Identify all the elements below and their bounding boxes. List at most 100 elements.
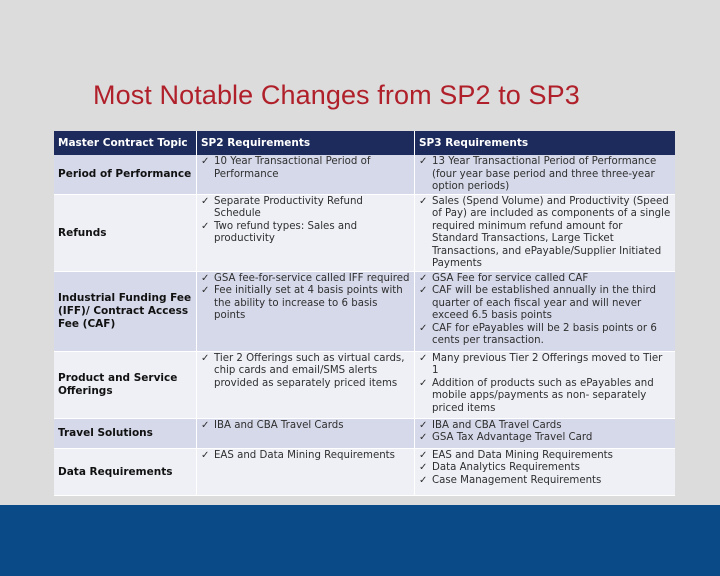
requirement-item: ✓ Data Analytics Requirements: [419, 462, 671, 475]
checkmark-icon: ✓: [419, 272, 428, 284]
sp2-requirements-cell: ✓ GSA fee-for-service called IFF required…: [197, 271, 415, 352]
sp3-requirements-cell: ✓ IBA and CBA Travel Cards ✓ GSA Tax Advant…: [415, 418, 675, 449]
checkmark-icon: ✓: [419, 432, 428, 443]
checkmark-icon: ✓: [419, 352, 428, 364]
checkmark-icon: ✓: [201, 220, 210, 232]
checkmark-icon: ✓: [419, 449, 428, 461]
requirement-text: Addition of products such as ePayables a…: [432, 377, 654, 414]
sp2-requirements-list: ✓ EAS and Data Mining Requirements: [201, 450, 410, 463]
header-master-contract-topic: Master Contract Topic: [54, 131, 197, 155]
requirement-text: Sales (Spend Volume) and Productivity (S…: [432, 195, 671, 270]
requirement-item: ✓ IBA and CBA Travel Cards: [201, 420, 410, 433]
sp3-requirements-list: ✓ IBA and CBA Travel Cards ✓ GSA Tax Advant…: [419, 420, 671, 445]
requirement-item: ✓ Sales (Spend Volume) and Productivity (…: [419, 196, 671, 271]
requirement-item: ✓ Many previous Tier 2 Offerings moved to…: [419, 353, 671, 378]
sp2-requirements-cell: ✓ Tier 2 Offerings such as virtual cards,…: [197, 351, 415, 419]
checkmark-icon: ✓: [419, 419, 428, 431]
requirement-item: ✓ Fee initially set at 4 basis points wit…: [201, 285, 410, 323]
requirement-text: Case Management Requirements: [432, 474, 602, 486]
sp2-requirements-list: ✓ 10 Year Transactional Period of Perform…: [201, 156, 410, 181]
requirement-text: Separate Productivity Refund Schedule: [214, 195, 363, 220]
checkmark-icon: ✓: [201, 195, 210, 207]
sp2-requirements-list: ✓ GSA fee-for-service called IFF required…: [201, 273, 410, 323]
requirement-text: Many previous Tier 2 Offerings moved to …: [432, 352, 663, 377]
requirement-text: CAF for ePayables will be 2 basis points…: [432, 322, 657, 347]
sp3-requirements-list: ✓ GSA Fee for service called CAF ✓ CAF will…: [419, 273, 671, 348]
checkmark-icon: ✓: [201, 449, 210, 461]
sp2-requirements-cell: ✓ IBA and CBA Travel Cards: [197, 418, 415, 449]
requirement-text: Two refund types: Sales and productivity: [214, 220, 358, 245]
slide-title: Most Notable Changes from SP2 to SP3: [93, 80, 580, 110]
requirement-text: Data Analytics Requirements: [432, 462, 580, 473]
requirement-item: ✓ 13 Year Transactional Period of Perform…: [419, 156, 671, 194]
sp2-requirements-list: ✓ Separate Productivity Refund Schedule ✓ T…: [201, 196, 410, 246]
requirement-text: GSA Tax Advantage Travel Card: [432, 432, 593, 443]
requirement-item: ✓ Tier 2 Offerings such as virtual cards,…: [201, 353, 410, 391]
comparison-table: Master Contract Topic SP2 Requirements S…: [54, 131, 675, 496]
checkmark-icon: ✓: [419, 462, 428, 473]
checkmark-icon: ✓: [201, 419, 210, 431]
requirement-item: ✓ Separate Productivity Refund Schedule: [201, 196, 410, 221]
requirement-item: ✓ Two refund types: Sales and productivit…: [201, 221, 410, 246]
table-row: Data Requirements ✓ EAS and Data Mining Re…: [54, 448, 675, 496]
header-sp3-requirements: SP3 Requirements: [415, 131, 675, 155]
header-sp2-requirements: SP2 Requirements: [197, 131, 415, 155]
row-topic: Travel Solutions: [54, 418, 197, 449]
checkmark-icon: ✓: [419, 474, 428, 486]
checkmark-icon: ✓: [201, 285, 210, 296]
row-topic: Refunds: [54, 194, 197, 272]
row-topic: Product and Service Offerings: [54, 351, 197, 419]
table-row: Travel Solutions ✓ IBA and CBA Travel Card…: [54, 418, 675, 449]
sp3-requirements-list: ✓ Many previous Tier 2 Offerings moved to…: [419, 353, 671, 416]
requirement-text: GSA Fee for service called CAF: [432, 272, 589, 284]
requirement-item: ✓ Case Management Requirements: [419, 475, 671, 488]
requirement-item: ✓ EAS and Data Mining Requirements: [419, 450, 671, 463]
requirement-item: ✓ Addition of products such as ePayables …: [419, 378, 671, 416]
sp2-requirements-list: ✓ Tier 2 Offerings such as virtual cards,…: [201, 353, 410, 391]
checkmark-icon: ✓: [419, 156, 428, 167]
sp3-requirements-list: ✓ EAS and Data Mining Requirements ✓ Data A…: [419, 450, 671, 488]
requirement-item: ✓ EAS and Data Mining Requirements: [201, 450, 410, 463]
sp2-requirements-cell: ✓ 10 Year Transactional Period of Perform…: [197, 155, 415, 195]
requirement-text: CAF will be established annually in the …: [432, 285, 656, 321]
footer-band: [0, 505, 720, 576]
requirement-item: ✓ CAF for ePayables will be 2 basis point…: [419, 323, 671, 348]
checkmark-icon: ✓: [419, 322, 428, 334]
checkmark-icon: ✓: [419, 195, 428, 207]
checkmark-icon: ✓: [201, 352, 210, 364]
checkmark-icon: ✓: [419, 377, 428, 389]
requirement-item: ✓ GSA Tax Advantage Travel Card: [419, 432, 671, 445]
requirement-item: ✓ GSA fee-for-service called IFF required: [201, 273, 410, 286]
sp3-requirements-list: ✓ 13 Year Transactional Period of Perform…: [419, 156, 671, 194]
row-topic: Industrial Funding Fee (IFF)/ Contract A…: [54, 271, 197, 352]
requirement-item: ✓ GSA Fee for service called CAF: [419, 273, 671, 286]
table-header-row: Master Contract Topic SP2 Requirements S…: [54, 131, 675, 155]
requirement-text: Tier 2 Offerings such as virtual cards, …: [214, 352, 405, 389]
checkmark-icon: ✓: [201, 156, 210, 167]
table-row: Period of Performance ✓ 10 Year Transactio…: [54, 155, 675, 195]
requirement-text: 13 Year Transactional Period of Performa…: [432, 156, 657, 192]
requirement-item: ✓ IBA and CBA Travel Cards: [419, 420, 671, 433]
sp3-requirements-cell: ✓ EAS and Data Mining Requirements ✓ Data A…: [415, 448, 675, 496]
sp3-requirements-cell: ✓ Many previous Tier 2 Offerings moved to…: [415, 351, 675, 419]
checkmark-icon: ✓: [201, 272, 210, 284]
requirement-text: Fee initially set at 4 basis points with…: [214, 285, 403, 321]
table-row: Product and Service Offerings ✓ Tier 2 Off…: [54, 351, 675, 419]
sp3-requirements-cell: ✓ 13 Year Transactional Period of Perform…: [415, 155, 675, 195]
sp3-requirements-cell: ✓ GSA Fee for service called CAF ✓ CAF will…: [415, 271, 675, 352]
requirement-text: IBA and CBA Travel Cards: [432, 419, 562, 431]
sp3-requirements-cell: ✓ Sales (Spend Volume) and Productivity (…: [415, 194, 675, 272]
sp2-requirements-cell: ✓ Separate Productivity Refund Schedule ✓ T…: [197, 194, 415, 272]
row-topic: Data Requirements: [54, 448, 197, 496]
table-row: Industrial Funding Fee (IFF)/ Contract A…: [54, 271, 675, 352]
requirement-text: 10 Year Transactional Period of Performa…: [214, 156, 371, 180]
requirement-text: EAS and Data Mining Requirements: [432, 449, 613, 461]
sp3-requirements-list: ✓ Sales (Spend Volume) and Productivity (…: [419, 196, 671, 271]
row-topic: Period of Performance: [54, 155, 197, 195]
requirement-text: IBA and CBA Travel Cards: [214, 419, 344, 431]
sp2-requirements-list: ✓ IBA and CBA Travel Cards: [201, 420, 410, 433]
checkmark-icon: ✓: [419, 285, 428, 296]
requirement-item: ✓ 10 Year Transactional Period of Perform…: [201, 156, 410, 181]
requirement-text: GSA fee-for-service called IFF required: [214, 272, 410, 284]
table-row: Refunds ✓ Separate Productivity Refund Sch…: [54, 194, 675, 272]
